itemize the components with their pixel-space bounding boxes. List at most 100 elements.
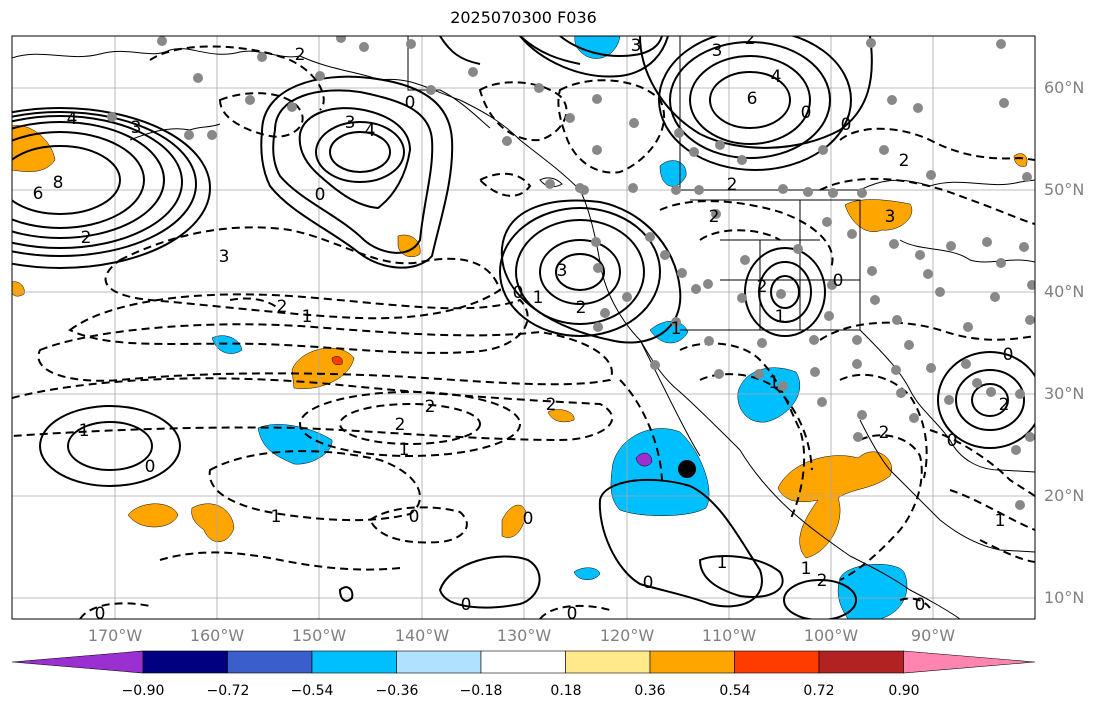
lon-label: 140°W xyxy=(394,626,450,645)
map-plot: 8 6 4 3 2 4 3 3 4 6 3 2 3 2 1 2 1 1 1 1 … xyxy=(11,35,1036,624)
colorbar-segment xyxy=(227,650,313,674)
colorbar-tick: −0.72 xyxy=(206,683,250,699)
lon-label: 100°W xyxy=(803,626,859,645)
contour-label: 1 xyxy=(271,507,282,527)
contour-label: 0 xyxy=(145,457,156,477)
colorbar-segment xyxy=(649,650,735,674)
contour-label: 0 xyxy=(405,93,416,113)
contour-label: 0 xyxy=(801,103,812,123)
contour-label: 0 xyxy=(1003,345,1014,365)
contour-label: 0 xyxy=(409,507,420,527)
lat-label: 50°N xyxy=(1044,180,1085,199)
contour-labels: 8 6 4 3 2 4 3 3 4 6 3 2 3 2 1 2 1 1 1 1 … xyxy=(33,36,1014,624)
shaded-anomalies xyxy=(12,36,1028,619)
station-dots xyxy=(107,36,1035,510)
orange-region xyxy=(12,281,25,297)
colorbar-segment xyxy=(311,650,397,674)
contour-label: 2 xyxy=(425,397,436,417)
contour-label: 3 xyxy=(219,247,230,267)
contour-label: 3 xyxy=(885,207,896,227)
lon-label: 160°W xyxy=(189,626,245,645)
colorbar-tick: −0.18 xyxy=(459,683,503,699)
contour-label: 3 xyxy=(712,41,723,61)
lat-label: 40°N xyxy=(1044,282,1085,301)
contour-label: 2 xyxy=(899,151,910,171)
orange-region xyxy=(547,409,575,423)
contour-label: 4 xyxy=(365,121,376,141)
colorbar-segment xyxy=(903,650,1036,674)
contour-label: 0 xyxy=(567,604,578,624)
contour-label: 3 xyxy=(345,113,356,133)
orange-region xyxy=(127,503,179,528)
lat-label: 30°N xyxy=(1044,384,1085,403)
colorbar-segment xyxy=(565,650,651,674)
orange-region xyxy=(501,504,527,538)
blue-region xyxy=(574,36,621,59)
contour-label: 0 xyxy=(915,595,926,615)
contour-label: 0 xyxy=(461,595,472,615)
colorbar-tick: 0.90 xyxy=(888,683,920,699)
contour-label: 1 xyxy=(995,511,1006,531)
contour-label: 0 xyxy=(833,271,844,291)
contour-label: 1 xyxy=(717,553,728,573)
contour-label: 3 xyxy=(631,36,642,56)
colorbar-tick: 0.54 xyxy=(719,683,751,699)
colorbar-segment xyxy=(11,650,144,674)
contour-label: 2 xyxy=(709,207,720,227)
colorbar-tick: −0.36 xyxy=(375,683,419,699)
map-frame xyxy=(11,35,1036,620)
colorbar-segment xyxy=(142,650,228,674)
contour-label: 1 xyxy=(671,319,682,339)
contour-label: 0 xyxy=(643,573,654,593)
contour-label: 0 xyxy=(947,431,958,451)
red-region xyxy=(331,356,343,365)
lat-label: 10°N xyxy=(1044,588,1085,607)
contour-label: 1 xyxy=(399,440,410,460)
colorbar xyxy=(11,650,1036,674)
lon-label: 110°W xyxy=(701,626,757,645)
blue-region xyxy=(610,428,710,516)
contour-label: 6 xyxy=(33,184,44,204)
contour-label: 2 xyxy=(727,175,738,195)
colorbar-segment xyxy=(480,650,566,674)
contour-label: 1 xyxy=(302,307,313,327)
orange-region xyxy=(777,451,892,559)
contour-label: 4 xyxy=(771,67,782,87)
contour-label: 4 xyxy=(67,109,78,129)
dashed-contours xyxy=(12,45,1035,619)
colorbar-tick: −0.90 xyxy=(121,683,165,699)
contour-label: 1 xyxy=(775,307,786,327)
chart-title: 2025070300 F036 xyxy=(450,8,597,27)
contour-label: 2 xyxy=(295,45,306,65)
graticule xyxy=(12,36,1035,619)
contour-label: 2 xyxy=(81,228,92,248)
lon-label: 90°W xyxy=(910,626,956,645)
contour-label: 6 xyxy=(747,89,758,109)
contour-label: 2 xyxy=(879,423,890,443)
contour-label: 1 xyxy=(533,288,544,308)
contour-label: 2 xyxy=(999,395,1010,415)
contour-label: 1 xyxy=(79,421,90,441)
colorbar-tick: 0.36 xyxy=(634,683,666,699)
contour-label: 2 xyxy=(546,395,557,415)
contour-label: 8 xyxy=(53,173,64,193)
colorbar-tick: 0.72 xyxy=(803,683,835,699)
contour-label: 2 xyxy=(395,415,406,435)
map-background xyxy=(12,36,1035,619)
purple-region xyxy=(635,452,653,467)
solid-contours xyxy=(12,36,1035,619)
colorbar-tick: 0.18 xyxy=(550,683,582,699)
contour-label: 0 xyxy=(841,115,852,135)
orange-region xyxy=(844,199,913,232)
lon-label: 120°W xyxy=(599,626,655,645)
lon-label: 170°W xyxy=(87,626,143,645)
contour-label: 2 xyxy=(277,297,288,317)
contour-label: 0 xyxy=(513,283,524,303)
orange-region xyxy=(1013,153,1028,167)
contour-label: 3 xyxy=(131,118,142,138)
contour-label: 2 xyxy=(757,277,768,297)
contour-label: 3 xyxy=(557,261,568,281)
contour-label: 0 xyxy=(95,604,106,624)
contour-label: 2 xyxy=(576,298,587,318)
colorbar-tick: −0.54 xyxy=(290,683,334,699)
